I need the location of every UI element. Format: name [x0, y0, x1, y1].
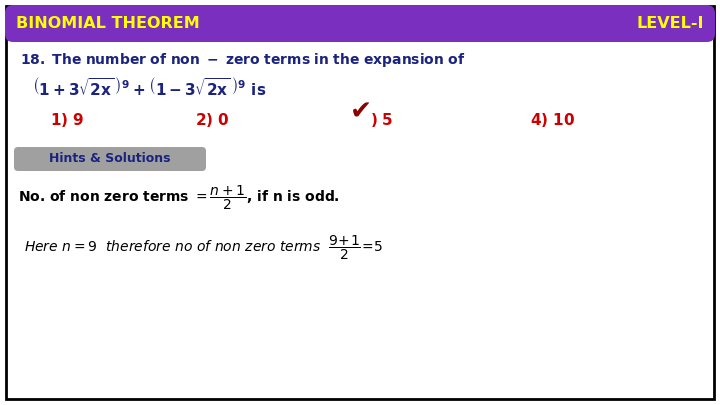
Text: LEVEL-I: LEVEL-I — [636, 17, 704, 32]
Text: Hints & Solutions: Hints & Solutions — [49, 153, 171, 166]
FancyBboxPatch shape — [14, 147, 206, 171]
Text: $\mathbf{4)\ 10}$: $\mathbf{4)\ 10}$ — [530, 111, 575, 129]
Text: $\mathbf{18.\ The\ number\ of\ non\ -\ zero\ terms\ in\ the\ expansion\ of}$: $\mathbf{18.\ The\ number\ of\ non\ -\ z… — [20, 51, 466, 69]
Text: $\mathbf{\left(1+3\sqrt{2x}\,\right)^{9}+\left(1-3\sqrt{2x}\,\right)^{9}\ is}$: $\mathbf{\left(1+3\sqrt{2x}\,\right)^{9}… — [32, 77, 266, 99]
Text: No. of non zero terms $= \dfrac{n+1}{2}$, if n is odd.: No. of non zero terms $= \dfrac{n+1}{2}$… — [18, 184, 340, 212]
Text: BINOMIAL THEOREM: BINOMIAL THEOREM — [16, 17, 199, 32]
Text: ✔: ✔ — [350, 100, 372, 126]
Text: $\mathbf{)\ 5}$: $\mathbf{)\ 5}$ — [370, 111, 393, 129]
Text: $\mathbf{2)\ 0}$: $\mathbf{2)\ 0}$ — [195, 111, 230, 129]
Text: $\mathit{Here}\ n=9\ \ \mathit{therefore\ no\ of\ non\ zero\ terms}\ \ \dfrac{9\: $\mathit{Here}\ n=9\ \ \mathit{therefore… — [24, 234, 383, 262]
Text: $\mathbf{1)\ 9}$: $\mathbf{1)\ 9}$ — [50, 111, 84, 129]
FancyBboxPatch shape — [5, 5, 715, 42]
